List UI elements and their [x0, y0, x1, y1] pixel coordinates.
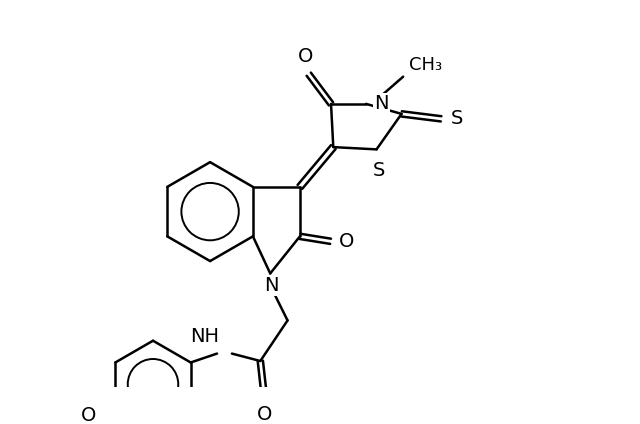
Text: O: O — [257, 405, 272, 424]
Text: N: N — [374, 95, 388, 113]
Text: N: N — [264, 276, 278, 295]
Text: O: O — [298, 47, 314, 66]
Text: CH₃: CH₃ — [409, 56, 442, 74]
Text: O: O — [339, 232, 354, 251]
Text: S: S — [451, 109, 463, 128]
Text: NH: NH — [189, 327, 219, 346]
Text: S: S — [373, 162, 385, 181]
Text: O: O — [81, 406, 96, 424]
